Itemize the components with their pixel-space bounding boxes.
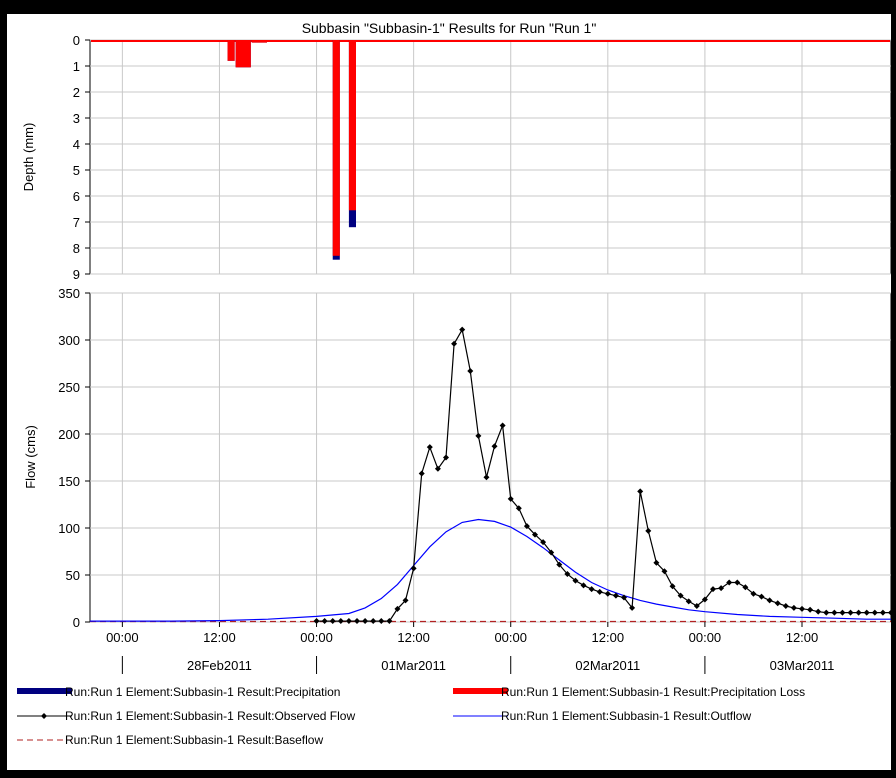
legend-label: Run:Run 1 Element:Subbasin-1 Result:Prec…	[501, 685, 805, 699]
precip-y-tick-label: 1	[73, 59, 80, 74]
flow-y-tick-label: 200	[58, 427, 80, 442]
legend-label: Run:Run 1 Element:Subbasin-1 Result:Obse…	[65, 709, 355, 723]
flow-y-tick-label: 0	[73, 615, 80, 630]
precip-y-tick-label: 4	[73, 137, 80, 152]
flow-x-tick-label: 00:00	[106, 630, 139, 645]
flow-y-tick-label: 350	[58, 286, 80, 301]
legend-swatch-bar	[453, 688, 508, 694]
flow-plot-area	[90, 293, 891, 622]
legend: Run:Run 1 Element:Subbasin-1 Result:Prec…	[17, 685, 805, 747]
precip-y-tick-label: 8	[73, 241, 80, 256]
flow-x-tick-label: 00:00	[494, 630, 527, 645]
flow-y-tick-label: 300	[58, 333, 80, 348]
date-label: 03Mar2011	[770, 658, 835, 673]
flow-y-axis-label: Flow (cms)	[23, 425, 38, 489]
legend-swatch-bar	[17, 688, 72, 694]
precip-y-tick-label: 0	[73, 33, 80, 48]
flow-x-tick-label: 00:00	[689, 630, 722, 645]
precip-loss-bar	[228, 40, 235, 61]
legend-label: Run:Run 1 Element:Subbasin-1 Result:Outf…	[501, 709, 751, 723]
precip-loss-bar	[236, 40, 251, 67]
date-label: 28Feb2011	[187, 658, 252, 673]
legend-swatch-marker	[41, 713, 47, 719]
flow-y-axis: 0 50 100 150 200 250 300 350	[58, 286, 90, 630]
flow-y-tick-label: 150	[58, 474, 80, 489]
precip-loss-bar	[349, 40, 356, 210]
precip-y-tick-label: 6	[73, 189, 80, 204]
flow-y-tick-label: 250	[58, 380, 80, 395]
date-label: 01Mar2011	[381, 658, 446, 673]
flow-x-tick-label: 12:00	[397, 630, 430, 645]
precip-loss-bar	[252, 40, 267, 43]
chart-panel: Subbasin "Subbasin-1" Results for Run "R…	[7, 14, 891, 770]
date-label: 02Mar2011	[575, 658, 640, 673]
precip-y-tick-label: 2	[73, 85, 80, 100]
legend-label: Run:Run 1 Element:Subbasin-1 Result:Prec…	[65, 685, 340, 699]
flow-y-tick-label: 50	[66, 568, 80, 583]
flow-x-tick-label: 12:00	[786, 630, 819, 645]
flow-x-tick-label: 12:00	[592, 630, 625, 645]
precip-y-tick-label: 9	[73, 267, 80, 282]
precip-y-tick-label: 3	[73, 111, 80, 126]
flow-x-tick-label: 12:00	[203, 630, 236, 645]
chart-title: Subbasin "Subbasin-1" Results for Run "R…	[302, 20, 597, 36]
precip-y-tick-label: 7	[73, 215, 80, 230]
flow-y-tick-label: 100	[58, 521, 80, 536]
precip-y-tick-label: 5	[73, 163, 80, 178]
hydrograph-chart: Subbasin "Subbasin-1" Results for Run "R…	[7, 14, 891, 770]
precip-y-axis-label: Depth (mm)	[21, 123, 36, 192]
flow-x-tick-label: 00:00	[300, 630, 333, 645]
flow-x-axis: 00:00 12:00 00:00 12:00 00:00 12:00 00:00 12:00…	[106, 622, 834, 674]
precip-y-axis: 0 1 2 3 4 5 6 7 8 9	[73, 33, 90, 282]
precip-plot-area	[90, 40, 891, 274]
precip-loss-bar	[333, 40, 340, 256]
legend-label: Run:Run 1 Element:Subbasin-1 Result:Base…	[65, 733, 323, 747]
